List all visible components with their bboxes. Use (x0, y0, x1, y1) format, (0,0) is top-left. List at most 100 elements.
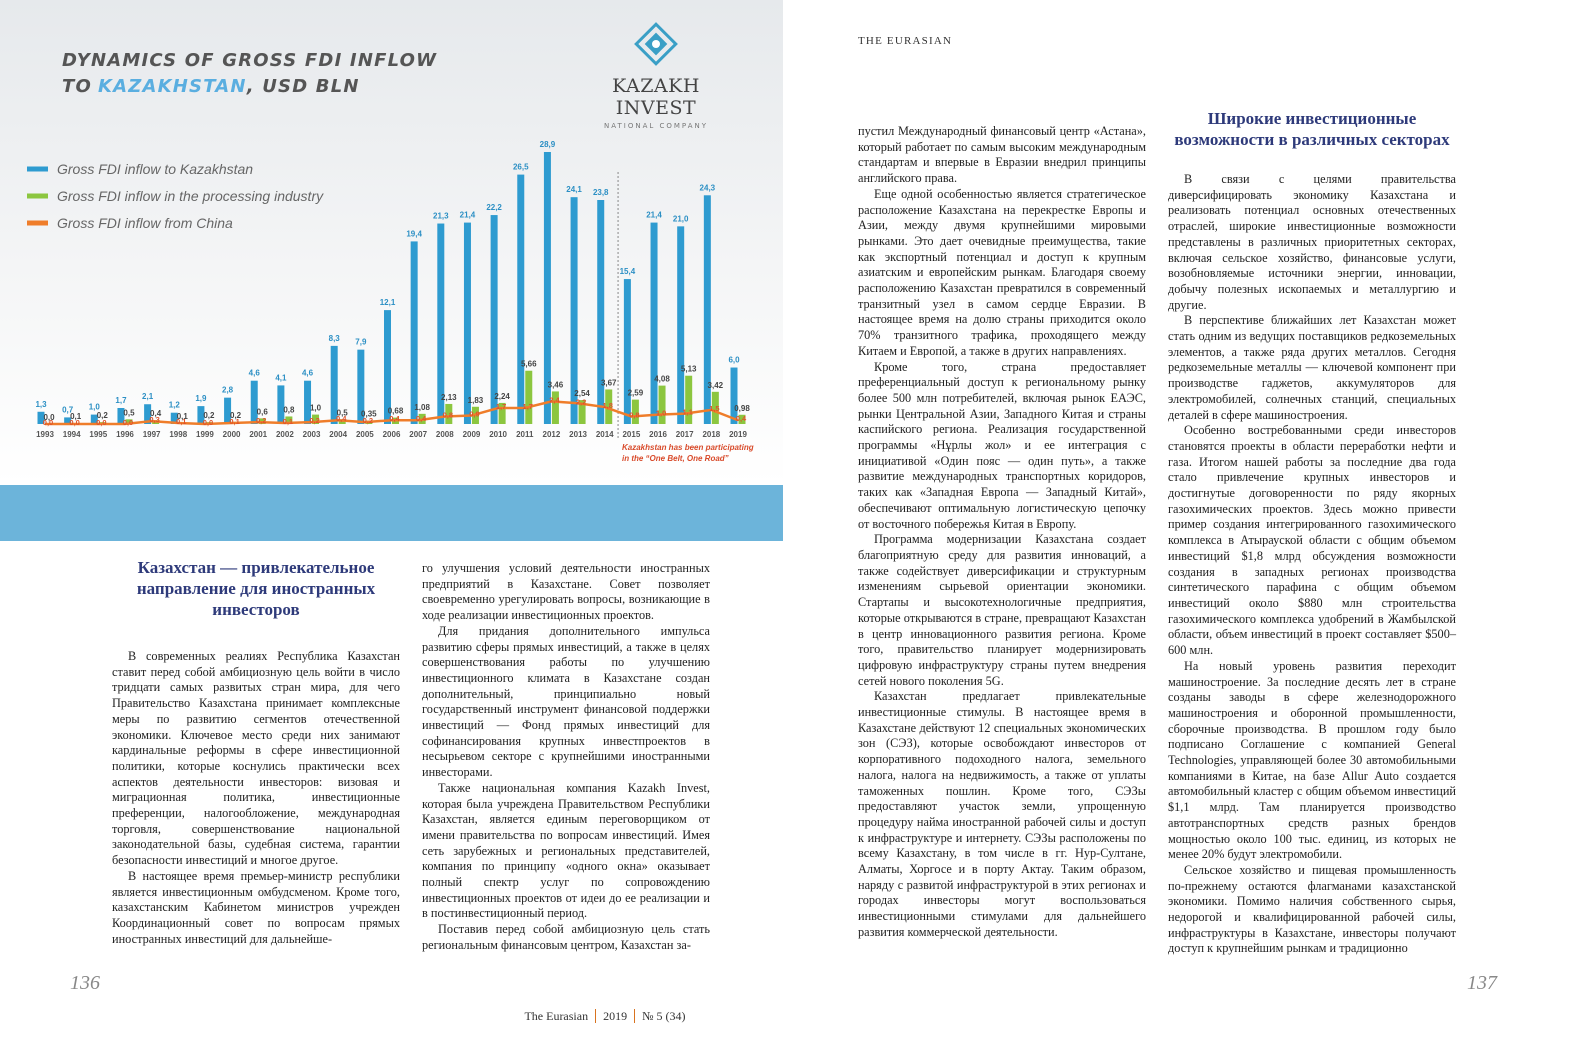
bar (490, 215, 498, 424)
x-tick-label: 2018 (702, 430, 720, 439)
bar (90, 414, 98, 424)
bar (144, 404, 152, 424)
bar (330, 345, 338, 424)
value-label: 1,0 (89, 403, 101, 412)
x-tick-label: 2011 (516, 430, 534, 439)
paragraph: В связи с целями правительства диверсифи… (1168, 172, 1456, 312)
value-label: 0,2 (97, 411, 109, 420)
value-label: 2,59 (628, 389, 644, 398)
bar (304, 380, 312, 424)
x-tick-label: 2003 (303, 430, 321, 439)
bar (711, 391, 719, 424)
bar (498, 402, 506, 424)
annotation-line: Kazakhstan has been participating (622, 443, 754, 452)
x-tick-label: 1998 (169, 430, 187, 439)
value-label: 0,98 (734, 404, 750, 413)
heading: Казахстан — привлекательное направление … (136, 558, 376, 619)
x-tick-label: 2000 (223, 430, 241, 439)
column: пустил Международный финансовый центр «А… (858, 124, 1146, 941)
value-label: 23,8 (593, 188, 609, 197)
x-tick-label: 2010 (489, 430, 507, 439)
value-label: 4,1 (275, 373, 287, 382)
paragraph: Поставив перед собой амбициозную цель ст… (422, 922, 710, 952)
value-label: 6,0 (728, 356, 740, 365)
value-label: 1,7 (523, 402, 533, 411)
value-label: 2,1 (142, 392, 154, 401)
bar (623, 279, 631, 424)
x-tick-label: 2004 (329, 430, 347, 439)
footer-year: 2019 (595, 1009, 635, 1023)
value-label: 0,8 (283, 405, 295, 414)
footer: The Eurasian 2019 № 5 (34) (0, 1009, 1210, 1024)
value-label: 12,1 (380, 298, 396, 307)
bar (570, 197, 578, 424)
value-label: 26,5 (513, 163, 529, 172)
x-tick-label: 2008 (436, 430, 454, 439)
value-label: 2,2 (576, 397, 586, 406)
bar (445, 403, 453, 424)
bar (597, 200, 605, 424)
value-label: 22,2 (486, 203, 502, 212)
title-line: DYNAMICS OF GROSS FDI INFLOW (62, 50, 438, 71)
value-label: 0,1 (283, 417, 293, 426)
bar (437, 223, 445, 424)
value-label: 0,5 (337, 408, 349, 417)
page-number: 137 (1467, 972, 1497, 994)
value-label: 3,46 (548, 380, 564, 389)
annotation-line: in the “One Belt, One Road” (622, 454, 729, 463)
value-label: 0,2 (230, 411, 242, 420)
value-label: 0,0 (43, 413, 55, 422)
value-label: 0,0 (203, 418, 213, 427)
value-label: 21,3 (433, 212, 449, 221)
bar (605, 389, 613, 424)
value-label: 0,4 (736, 414, 747, 423)
chart-title: DYNAMICS OF GROSS FDI INFLOW TO KAZAKHSTA… (62, 48, 437, 100)
x-tick-label: 2006 (383, 430, 401, 439)
x-tick-label: 2019 (729, 430, 747, 439)
logo: KAZAKH INVEST NATIONAL COMPANY (570, 20, 742, 130)
value-label: 0,2 (363, 416, 373, 425)
value-label: 0,2 (256, 416, 266, 425)
value-label: 0,1 (176, 417, 186, 426)
x-tick-label: 2017 (676, 430, 694, 439)
bar (685, 375, 693, 424)
title-text: , USD BLN (246, 76, 360, 97)
value-label: 0,0 (69, 418, 79, 427)
value-label: 4,6 (302, 369, 314, 378)
page-number: 136 (70, 972, 100, 994)
paragraph: Для придания дополнительного импульса ра… (422, 623, 710, 780)
value-label: 1,8 (603, 401, 613, 410)
value-label: 24,3 (700, 183, 716, 192)
value-label: 0,4 (150, 409, 162, 418)
value-label: 1,7 (496, 402, 506, 411)
value-label: 0,8 (629, 410, 639, 419)
value-label: 0,1 (177, 412, 189, 421)
value-label: 1,2 (169, 401, 181, 410)
bar (357, 349, 365, 424)
x-tick-label: 2012 (543, 430, 561, 439)
bar (410, 241, 418, 424)
bar (543, 152, 551, 424)
value-label: 0,4 (336, 414, 347, 423)
x-tick-label: 1994 (63, 430, 81, 439)
value-label: 0,2 (203, 411, 215, 420)
value-label: 4,6 (249, 369, 261, 378)
title-line: TO KAZAKHSTAN, USD BLN (62, 74, 437, 100)
paragraph: Казахстан предлагает привлекательные инв… (858, 689, 1146, 939)
paragraph: Кроме того, страна предоставляет префере… (858, 359, 1146, 531)
bar (738, 414, 746, 424)
logo-name: KAZAKH INVEST (612, 75, 700, 119)
bar (285, 416, 293, 424)
x-tick-label: 2013 (569, 430, 587, 439)
value-label: 5,66 (521, 360, 537, 369)
bar (578, 400, 586, 424)
bar (551, 391, 559, 424)
bar (631, 399, 639, 424)
x-tick-label: 2002 (276, 430, 294, 439)
title-text: TO (62, 76, 92, 97)
legend-label: Gross FDI inflow in the processing indus… (57, 188, 324, 204)
footer-magazine: The Eurasian (524, 1009, 589, 1023)
value-label: 0,7 (62, 405, 74, 414)
